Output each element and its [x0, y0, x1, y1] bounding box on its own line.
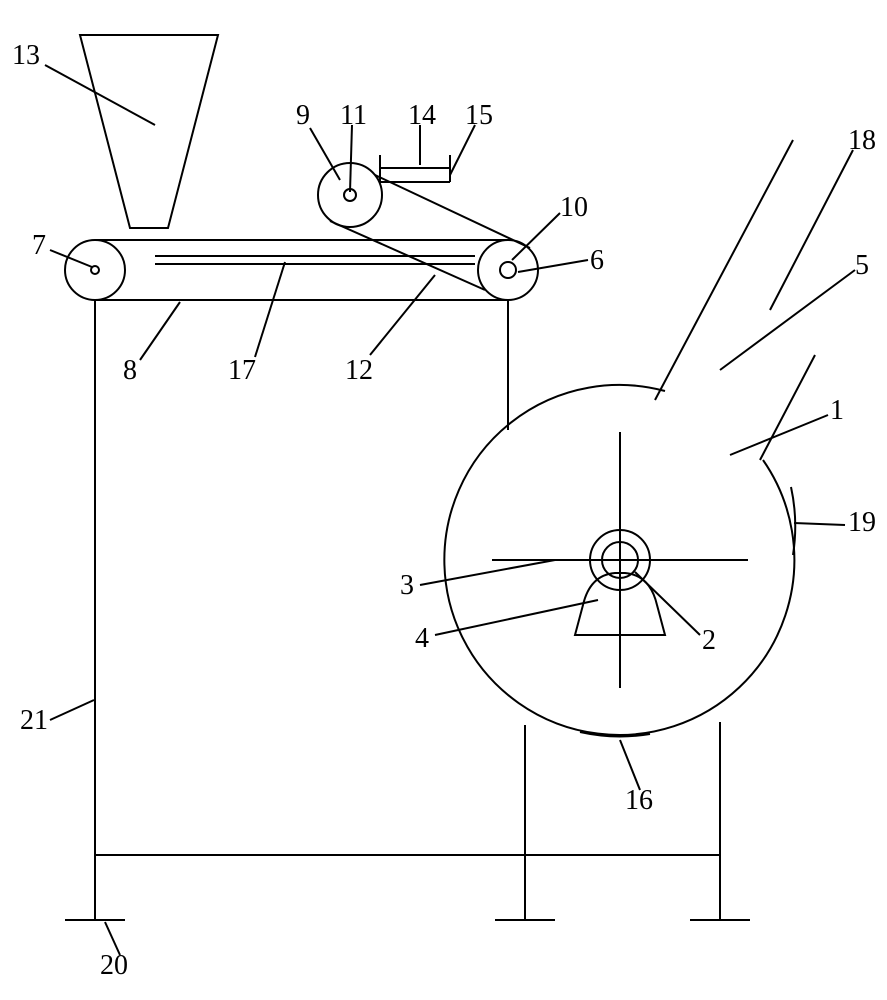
leader-2 [635, 572, 700, 635]
label-8: 8 [123, 355, 137, 387]
label-4: 4 [415, 623, 429, 655]
label-12: 12 [345, 355, 373, 387]
label-9: 9 [296, 100, 310, 132]
hopper [80, 35, 218, 228]
left-roller [65, 240, 125, 300]
label-2: 2 [702, 625, 716, 657]
label-20: 20 [100, 950, 128, 982]
label-7: 7 [32, 230, 46, 262]
label-6: 6 [590, 245, 604, 277]
label-18: 18 [848, 125, 876, 157]
leader-15 [450, 125, 475, 175]
left-roller-pin [91, 266, 99, 274]
leader-12 [370, 275, 435, 355]
leader-9 [310, 128, 340, 180]
label-19: 19 [848, 507, 876, 539]
leader-10 [512, 213, 560, 260]
label-14: 14 [408, 100, 436, 132]
label-5: 5 [855, 250, 869, 282]
drive-belt-top [375, 175, 530, 248]
label-13: 13 [12, 40, 40, 72]
leader-8 [140, 302, 180, 360]
leader-18 [770, 150, 853, 310]
leader-6 [518, 260, 588, 272]
leader-19 [794, 523, 845, 525]
label-3: 3 [400, 570, 414, 602]
label-21: 21 [20, 705, 48, 737]
chute-right-wall [760, 355, 815, 460]
chute-left-wall [655, 140, 793, 400]
leader-4 [435, 600, 598, 635]
label-1: 1 [830, 395, 844, 427]
schematic-canvas [0, 0, 887, 1000]
label-15: 15 [465, 100, 493, 132]
leader-3 [420, 560, 555, 585]
leader-5 [720, 270, 855, 370]
leader-17 [255, 262, 285, 357]
label-11: 11 [340, 100, 367, 132]
label-10: 10 [560, 192, 588, 224]
leader-16 [620, 740, 640, 790]
leader-21 [50, 700, 94, 720]
leader-1 [730, 415, 828, 455]
leader-11 [350, 125, 352, 192]
right-roller-pin [500, 262, 516, 278]
label-16: 16 [625, 785, 653, 817]
label-17: 17 [228, 355, 256, 387]
tray [380, 168, 450, 182]
